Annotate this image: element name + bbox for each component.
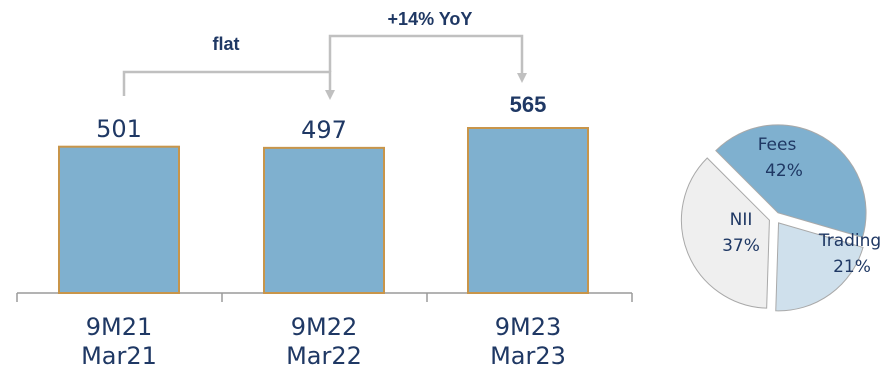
pie-value-label: 42%: [765, 161, 803, 181]
pie-slice-fees: [715, 124, 867, 239]
bar: [58, 145, 180, 294]
x-tick-label: Mar23: [490, 342, 566, 370]
pie-label: Trading: [818, 231, 881, 251]
yoy-arrow: [328, 34, 527, 83]
pie-label: NII: [730, 210, 753, 230]
x-tick-label: 9M23: [495, 313, 562, 341]
pie-slice-trading: [775, 222, 864, 312]
pie-value-label: 21%: [833, 257, 871, 277]
pie-slice-nii: [680, 157, 770, 309]
yoy-annotation: +14% YoY: [388, 9, 473, 29]
bar-value-label: 501: [96, 115, 142, 143]
x-tick-label: 9M21: [86, 313, 153, 341]
bar: [263, 146, 385, 294]
x-tick-label: Mar22: [286, 342, 362, 370]
x-tick-label: 9M22: [291, 313, 358, 341]
x-tick-label: Mar21: [81, 342, 157, 370]
bar-value-label: 565: [510, 92, 547, 117]
flat-annotation: flat: [213, 34, 240, 54]
pie-value-label: 37%: [722, 236, 760, 256]
bar: [467, 127, 589, 294]
pie-chart: [680, 124, 867, 312]
flat-arrow: [122, 70, 335, 100]
pie-label: Fees: [758, 135, 797, 155]
bar-value-label: 497: [301, 116, 347, 144]
